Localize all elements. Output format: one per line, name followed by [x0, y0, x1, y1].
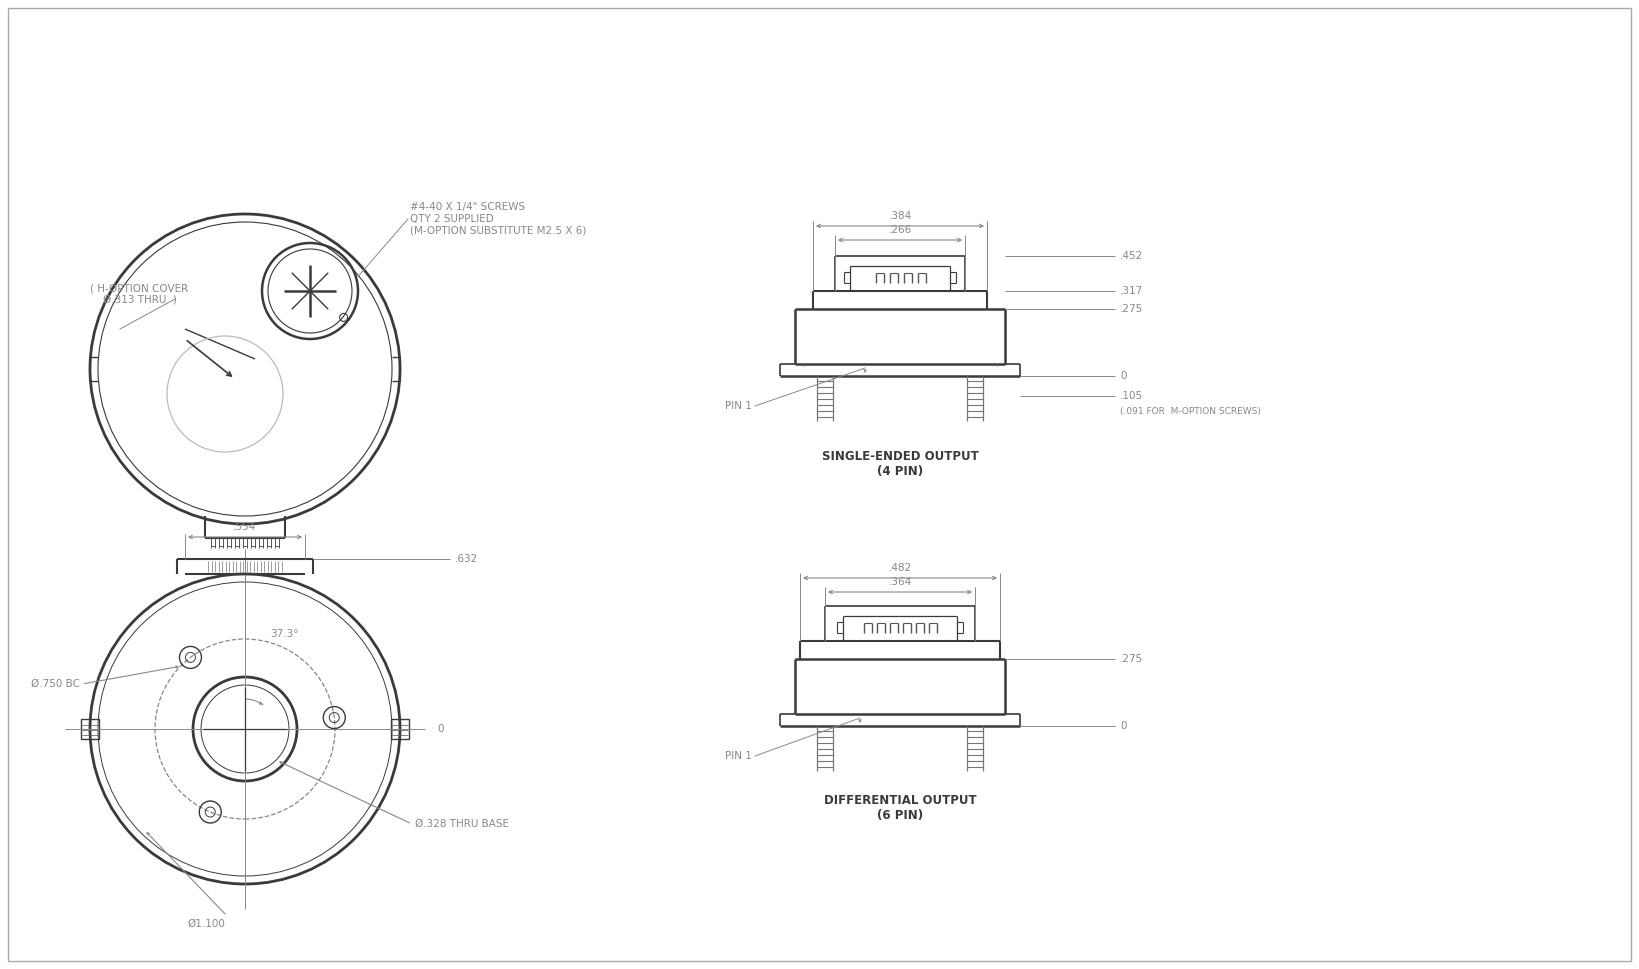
Text: (4 PIN): (4 PIN) [877, 464, 923, 478]
Text: 37.3°: 37.3° [270, 629, 298, 639]
Text: 0: 0 [438, 724, 444, 734]
Text: .452: .452 [1119, 251, 1144, 261]
Text: .632: .632 [456, 554, 479, 564]
Text: SINGLE-ENDED OUTPUT: SINGLE-ENDED OUTPUT [821, 450, 978, 462]
Bar [80, 719, 98, 739]
Text: Ø.750 BC: Ø.750 BC [31, 679, 80, 689]
Text: DIFFERENTIAL OUTPUT: DIFFERENTIAL OUTPUT [824, 795, 977, 807]
Bar [392, 719, 410, 739]
Text: .275: .275 [1119, 304, 1144, 314]
Text: Ø.328 THRU BASE: Ø.328 THRU BASE [415, 819, 510, 829]
Text: .275: .275 [1119, 654, 1144, 664]
Text: .105: .105 [1119, 391, 1142, 401]
Text: (6 PIN): (6 PIN) [877, 809, 923, 823]
Text: 0: 0 [1119, 371, 1126, 381]
Text: PIN 1: PIN 1 [724, 751, 752, 761]
Text: .317: .317 [1119, 286, 1144, 296]
Text: (.091 FOR  M-OPTION SCREWS): (.091 FOR M-OPTION SCREWS) [1119, 407, 1260, 416]
Text: #4-40 X 1/4" SCREWS
QTY 2 SUPPLIED
(M-OPTION SUBSTITUTE M2.5 X 6): #4-40 X 1/4" SCREWS QTY 2 SUPPLIED (M-OP… [410, 203, 587, 235]
Text: .482: .482 [888, 563, 911, 573]
Text: PIN 1: PIN 1 [724, 401, 752, 411]
Text: .266: .266 [888, 225, 911, 235]
Text: ( H-OPTION COVER
    Ø.313 THRU  ): ( H-OPTION COVER Ø.313 THRU ) [90, 283, 188, 305]
Text: .554: .554 [233, 522, 257, 532]
Text: 0: 0 [1119, 721, 1126, 731]
Text: .364: .364 [888, 577, 911, 587]
Text: .384: .384 [888, 211, 911, 221]
Text: Ø1.100: Ø1.100 [187, 919, 225, 929]
